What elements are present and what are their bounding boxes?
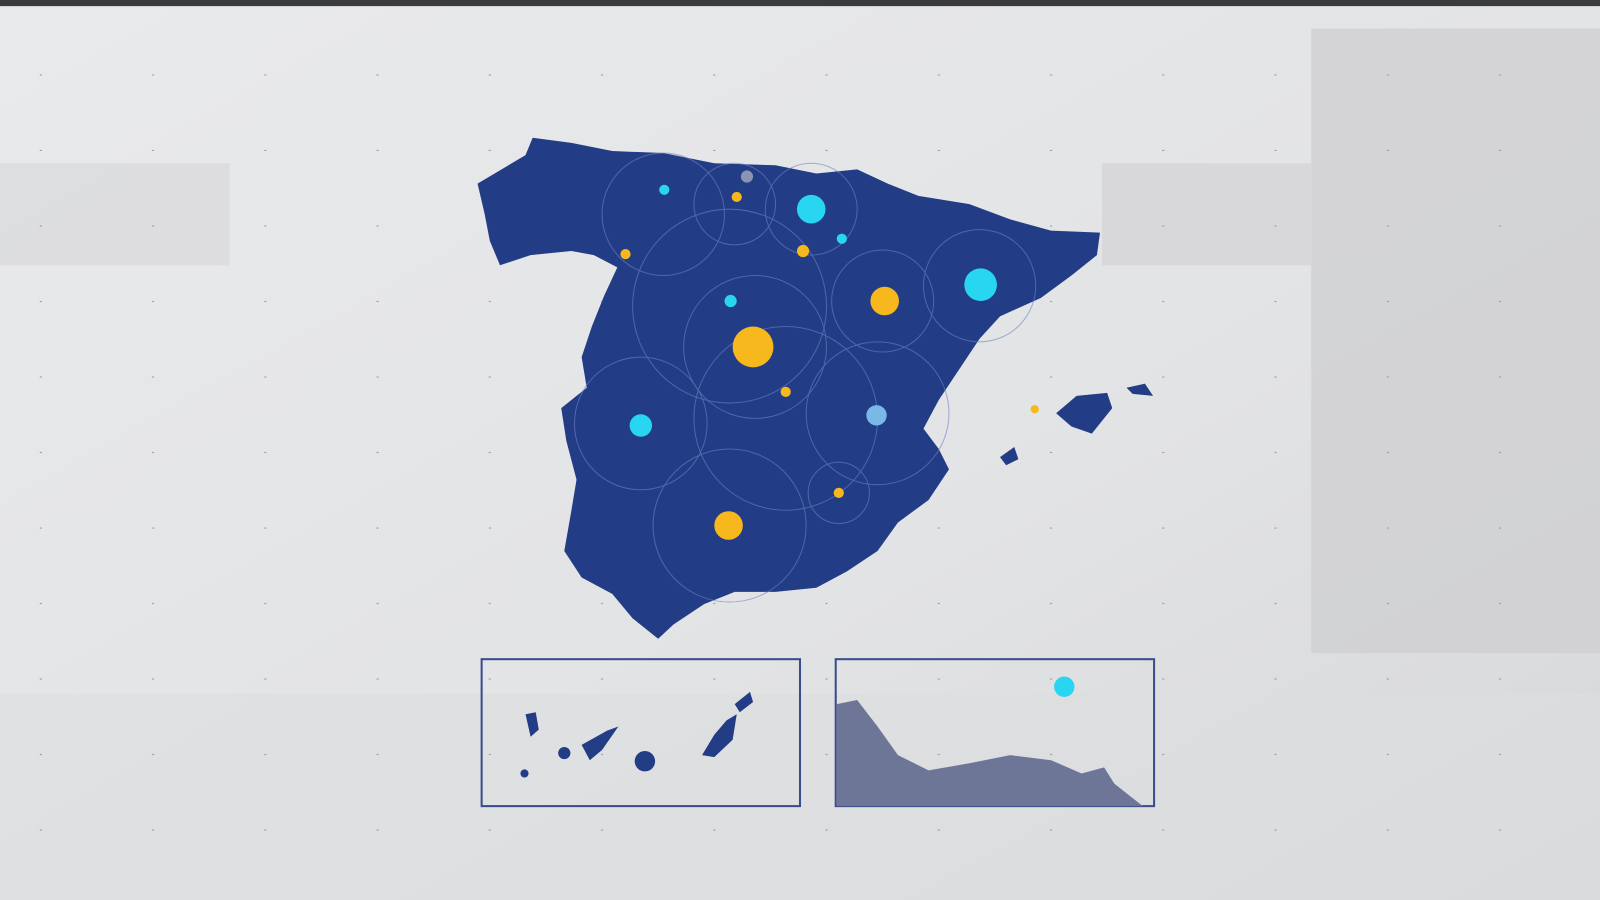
markers <box>620 170 1039 540</box>
menorca <box>1126 383 1154 396</box>
canary-inset <box>480 658 802 808</box>
ibiza <box>1000 446 1019 466</box>
range-rings <box>573 152 1037 603</box>
spain-map <box>477 137 1154 639</box>
mallorca <box>1056 392 1113 434</box>
basque-inset <box>834 658 1156 808</box>
